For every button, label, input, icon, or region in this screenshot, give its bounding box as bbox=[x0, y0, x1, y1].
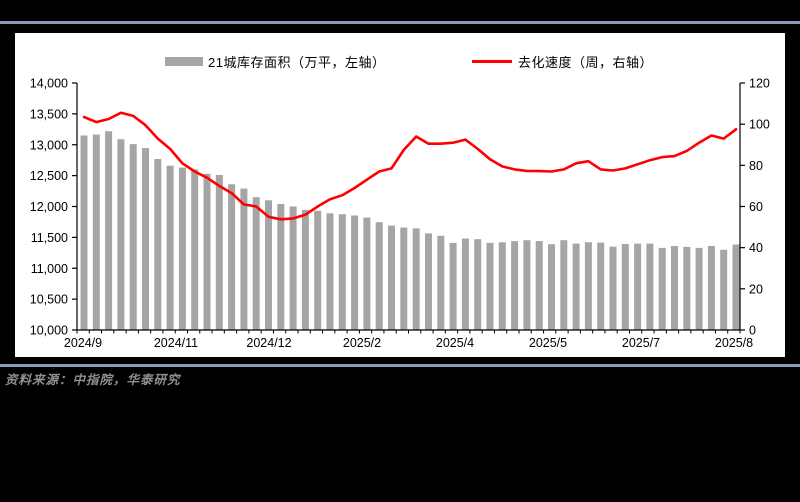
inventory-bar bbox=[400, 227, 408, 330]
left-axis-label: 12,000 bbox=[30, 200, 68, 214]
inventory-bar bbox=[178, 167, 186, 330]
inventory-bar bbox=[191, 169, 199, 330]
inventory-bar bbox=[634, 243, 642, 330]
speed-line bbox=[82, 111, 738, 221]
inventory-bar bbox=[351, 215, 359, 330]
inventory-bar bbox=[535, 241, 543, 330]
bar-swatch-icon bbox=[165, 57, 203, 66]
inventory-bar bbox=[461, 238, 469, 330]
source-note: 资料来源：中指院，华泰研究 bbox=[5, 372, 181, 387]
inventory-bar bbox=[301, 209, 309, 330]
legend-label-speed: 去化速度（周，右轴） bbox=[518, 55, 654, 70]
x-axis-label: 2024/11 bbox=[154, 336, 198, 350]
inventory-bar bbox=[363, 217, 371, 330]
inventory-bar bbox=[425, 233, 432, 330]
line-swatch-icon bbox=[472, 60, 512, 63]
inventory-bar bbox=[707, 246, 715, 330]
inventory-bar bbox=[203, 173, 211, 330]
inventory-bar bbox=[92, 134, 100, 330]
right-axis-label: 80 bbox=[749, 159, 763, 173]
inventory-bar bbox=[597, 242, 605, 330]
inventory-bar bbox=[375, 222, 383, 330]
inventory-bar bbox=[215, 175, 223, 330]
x-axis-label: 2024/12 bbox=[246, 336, 291, 350]
x-axis-label: 2025/8 bbox=[715, 336, 753, 350]
inventory-bar bbox=[474, 239, 482, 330]
right-axis-label: 100 bbox=[749, 118, 770, 132]
inventory-bar bbox=[117, 139, 125, 330]
inventory-bar bbox=[326, 213, 334, 330]
right-axis-label: 0 bbox=[749, 324, 756, 338]
inventory-bar bbox=[129, 144, 137, 330]
inventory-bar bbox=[142, 148, 149, 330]
inventory-bar bbox=[486, 242, 494, 330]
inventory-bar bbox=[240, 188, 248, 330]
inventory-bar bbox=[314, 210, 322, 330]
inventory-bar bbox=[80, 135, 88, 330]
inventory-bar bbox=[560, 240, 568, 330]
right-axis-label: 120 bbox=[749, 77, 770, 91]
legend-item-speed: 去化速度（周，右轴） bbox=[472, 52, 653, 71]
x-axis-label: 2024/9 bbox=[64, 336, 102, 350]
inventory-bar bbox=[412, 228, 420, 330]
x-axis-label: 2025/2 bbox=[343, 336, 381, 350]
inventory-bar bbox=[338, 214, 346, 330]
inventory-bar bbox=[252, 197, 260, 330]
top-divider-rule bbox=[0, 21, 800, 24]
x-axis-label: 2025/5 bbox=[529, 336, 567, 350]
right-axis-label: 60 bbox=[749, 200, 763, 214]
left-axis-label: 13,000 bbox=[30, 138, 68, 152]
inventory-bar bbox=[388, 225, 395, 330]
inventory-bar bbox=[671, 246, 678, 330]
left-axis-label: 12,500 bbox=[30, 169, 68, 183]
inventory-bar bbox=[289, 206, 297, 330]
right-axis-label: 20 bbox=[749, 282, 763, 296]
inventory-bar bbox=[277, 204, 285, 330]
inventory-bar bbox=[511, 241, 519, 330]
inventory-bar bbox=[437, 235, 445, 330]
bottom-divider-rule bbox=[0, 364, 800, 367]
inventory-bar bbox=[498, 242, 506, 330]
inventory-bar bbox=[572, 243, 580, 330]
right-axis-label: 40 bbox=[749, 241, 763, 255]
x-axis-label: 2025/4 bbox=[436, 336, 474, 350]
inventory-bar bbox=[449, 242, 457, 330]
inventory-bar bbox=[732, 244, 740, 330]
inventory-bar bbox=[683, 246, 691, 330]
inventory-bar bbox=[105, 131, 113, 330]
legend-label-inventory: 21城库存面积（万平，左轴） bbox=[208, 55, 386, 70]
left-axis-label: 11,500 bbox=[31, 231, 68, 245]
inventory-bar bbox=[720, 249, 728, 330]
inventory-bar bbox=[523, 240, 531, 330]
left-axis-label: 11,000 bbox=[31, 262, 68, 276]
inventory-bar bbox=[621, 243, 629, 330]
inventory-bar bbox=[646, 243, 654, 330]
inventory-bar bbox=[584, 242, 592, 330]
left-axis-label: 10,500 bbox=[30, 293, 68, 307]
inventory-bar bbox=[658, 247, 666, 330]
left-axis-label: 13,500 bbox=[30, 107, 68, 121]
inventory-bar bbox=[609, 246, 617, 330]
x-axis-label: 2025/7 bbox=[622, 336, 660, 350]
inventory-bar bbox=[154, 159, 162, 330]
inventory-bar bbox=[548, 244, 555, 330]
legend-item-inventory: 21城库存面积（万平，左轴） bbox=[165, 52, 385, 71]
inventory-bar bbox=[265, 200, 272, 330]
inventory-bar bbox=[228, 184, 236, 330]
inventory-bar bbox=[695, 247, 703, 330]
left-axis-label: 10,000 bbox=[30, 324, 68, 338]
inventory-bar bbox=[166, 165, 174, 330]
left-axis-label: 14,000 bbox=[30, 77, 68, 91]
